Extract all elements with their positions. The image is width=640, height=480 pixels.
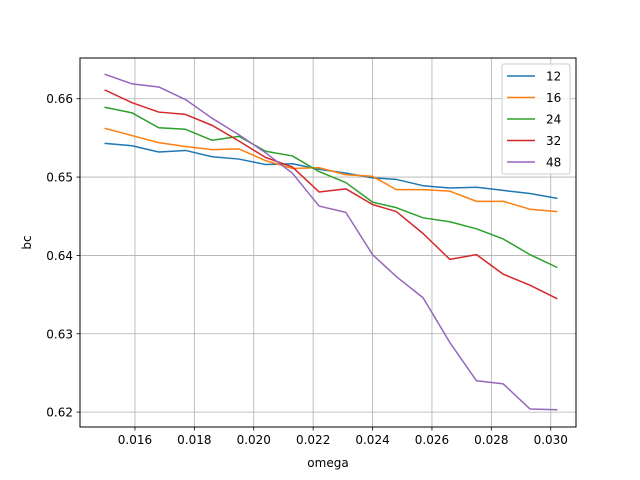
x-axis-label: omega (307, 456, 348, 470)
plot-frame (79, 57, 577, 428)
ticks: 0.016 0.018 0.020 0.022 0.024 0.026 0.028 0.030… (46, 92, 568, 447)
x-tick-label: 0.022 (296, 433, 330, 447)
series-lines (104, 73, 558, 411)
x-tick-label: 0.026 (415, 433, 449, 447)
y-tick-label: 0.66 (46, 92, 73, 106)
series-line-48 (104, 73, 558, 411)
x-tick-label: 0.018 (177, 433, 211, 447)
series-line-16 (104, 127, 558, 213)
x-tick-label: 0.020 (237, 433, 271, 447)
legend-box (501, 63, 571, 175)
legend: 12 16 24 32 48 (501, 63, 571, 175)
x-tick-label: 0.024 (355, 433, 389, 447)
legend-label-32: 32 (546, 134, 561, 148)
y-tick-label: 0.62 (46, 406, 73, 420)
y-axis-label: bc (20, 235, 34, 249)
legend-label-12: 12 (546, 70, 561, 84)
x-tick-label: 0.030 (534, 433, 568, 447)
legend-label-16: 16 (546, 91, 561, 105)
x-tick-label: 0.028 (474, 433, 508, 447)
y-tick-label: 0.64 (46, 249, 73, 263)
legend-label-48: 48 (546, 156, 561, 170)
series-line-32 (104, 89, 558, 300)
x-tick-label: 0.016 (118, 433, 152, 447)
y-tick-label: 0.63 (46, 327, 73, 341)
y-tick-label: 0.65 (46, 171, 73, 185)
legend-label-24: 24 (546, 113, 561, 127)
series-line-24 (104, 106, 558, 269)
